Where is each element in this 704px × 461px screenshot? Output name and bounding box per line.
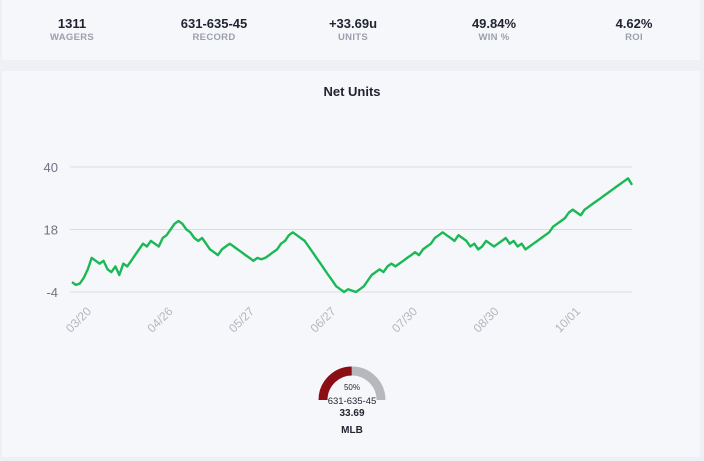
stat-value: 631-635-45 [180, 16, 248, 31]
stat-value: +33.69u [328, 16, 378, 31]
stat-value: 1311 [57, 16, 87, 31]
gauge-win-arc [318, 366, 353, 401]
stat-label: UNITS [338, 32, 368, 43]
gauge-loss-arc [351, 366, 386, 401]
y-tick-label: -4 [46, 285, 58, 300]
net-units-line [71, 177, 634, 294]
stat-label: WIN % [478, 32, 510, 43]
stat-label: WAGERS [49, 32, 95, 43]
gauge-percent: 50% [343, 383, 360, 392]
stat-wagers: 1311 WAGERS [7, 16, 137, 43]
y-tick-label: 18 [44, 223, 58, 238]
x-tick-label: 04/26 [144, 304, 175, 335]
stat-units: +33.69u UNITS [288, 16, 418, 43]
x-tick-label: 10/01 [552, 304, 583, 335]
stat-label: RECORD [192, 32, 236, 43]
gauge-sport: MLB [341, 425, 363, 436]
x-tick-label: 06/27 [307, 304, 338, 335]
x-tick-label: 05/27 [226, 304, 257, 335]
stat-value: 4.62% [615, 16, 653, 31]
chart-title: Net Units [323, 84, 381, 99]
stat-label: ROI [625, 32, 643, 43]
stat-win-pct: 49.84% WIN % [429, 16, 559, 43]
x-tick-label: 03/20 [63, 304, 94, 335]
gauge-record: 631-635-45 [327, 396, 377, 407]
y-tick-label: 40 [44, 160, 58, 175]
stats-bar: 1311 WAGERS 631-635-45 RECORD +33.69u UN… [2, 0, 700, 60]
stat-value: 49.84% [471, 16, 517, 31]
stat-record: 631-635-45 RECORD [149, 16, 279, 43]
x-tick-label: 07/30 [389, 304, 420, 335]
x-tick-label: 08/30 [470, 304, 501, 335]
gauge-units: 33.69 [339, 408, 365, 419]
chart-panel [2, 71, 700, 457]
record-gauge [318, 366, 386, 401]
stat-roi: 4.62% ROI [569, 16, 699, 43]
